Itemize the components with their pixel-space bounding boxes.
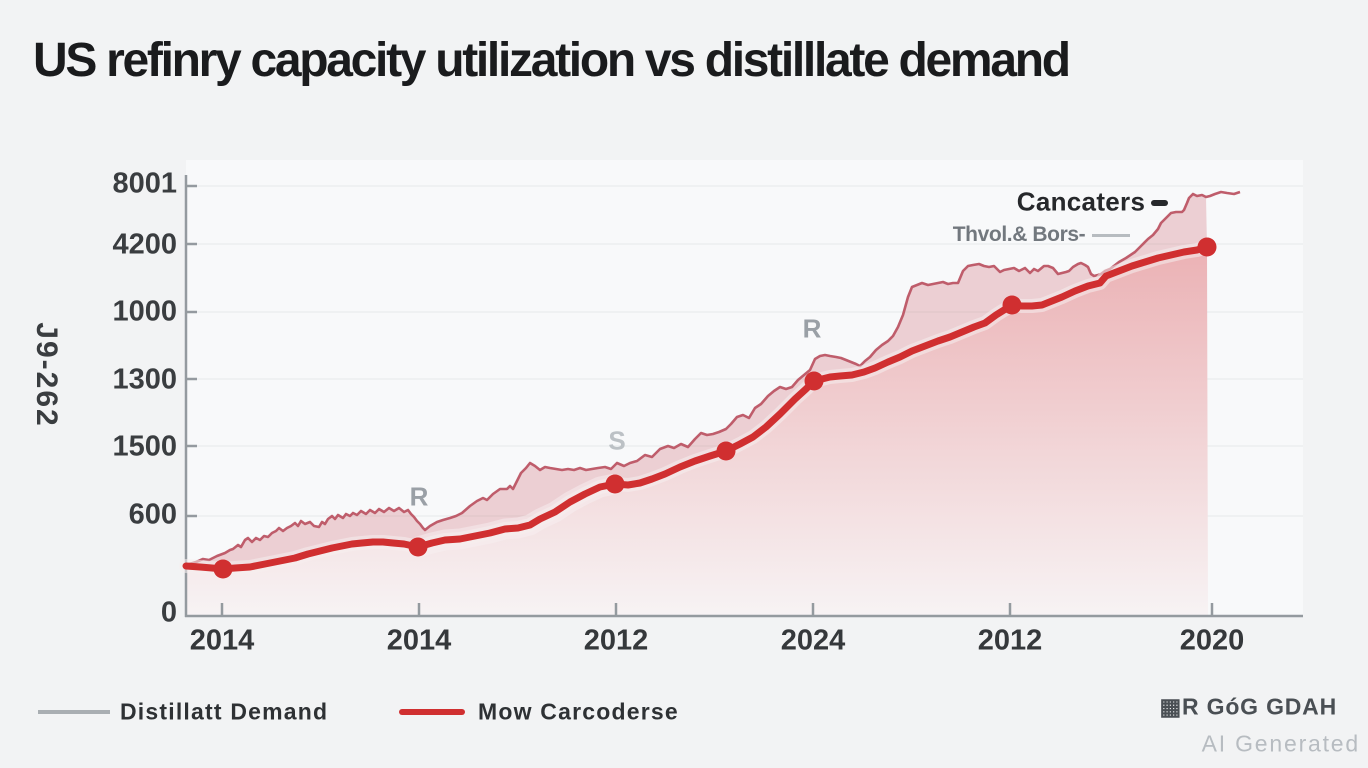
svg-text:J9-262: J9-262 [30,322,63,427]
